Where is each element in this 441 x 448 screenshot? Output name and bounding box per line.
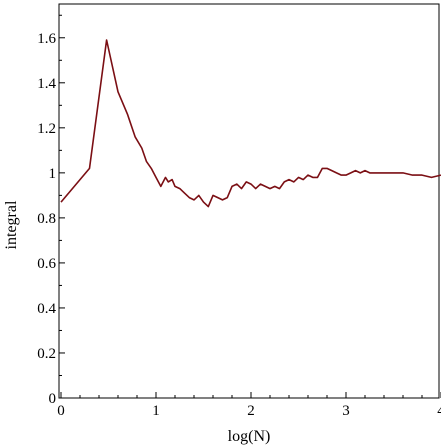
y-tick-label: 1.2: [37, 121, 56, 137]
y-tick-label: 0.2: [37, 346, 56, 362]
plot-frame: [58, 3, 440, 399]
x-tick-label: 2: [247, 403, 255, 419]
x-axis-label: log(N): [228, 428, 271, 445]
y-tick-label: 0: [49, 391, 57, 407]
y-axis-label: integral: [3, 200, 20, 249]
series-line: [60, 39, 441, 208]
x-tick-label: 1: [152, 403, 160, 419]
y-tick-label: 1.6: [37, 31, 56, 47]
y-tick-label: 1: [49, 166, 57, 182]
y-tick-label: 1.4: [37, 76, 56, 92]
x-tick-label: 0: [57, 403, 65, 419]
y-tick-label: 0.4: [37, 301, 56, 317]
y-tick-label: 0.8: [37, 211, 56, 227]
y-tick-label: 0.6: [37, 256, 56, 272]
plot-area: 0 0.2 0.4 0.6 0.8 1 1.2 1.4 1.6 0 1 2 3 4: [37, 3, 441, 419]
x-tick-label: 4: [437, 403, 441, 419]
x-tick-label: 3: [342, 403, 350, 419]
